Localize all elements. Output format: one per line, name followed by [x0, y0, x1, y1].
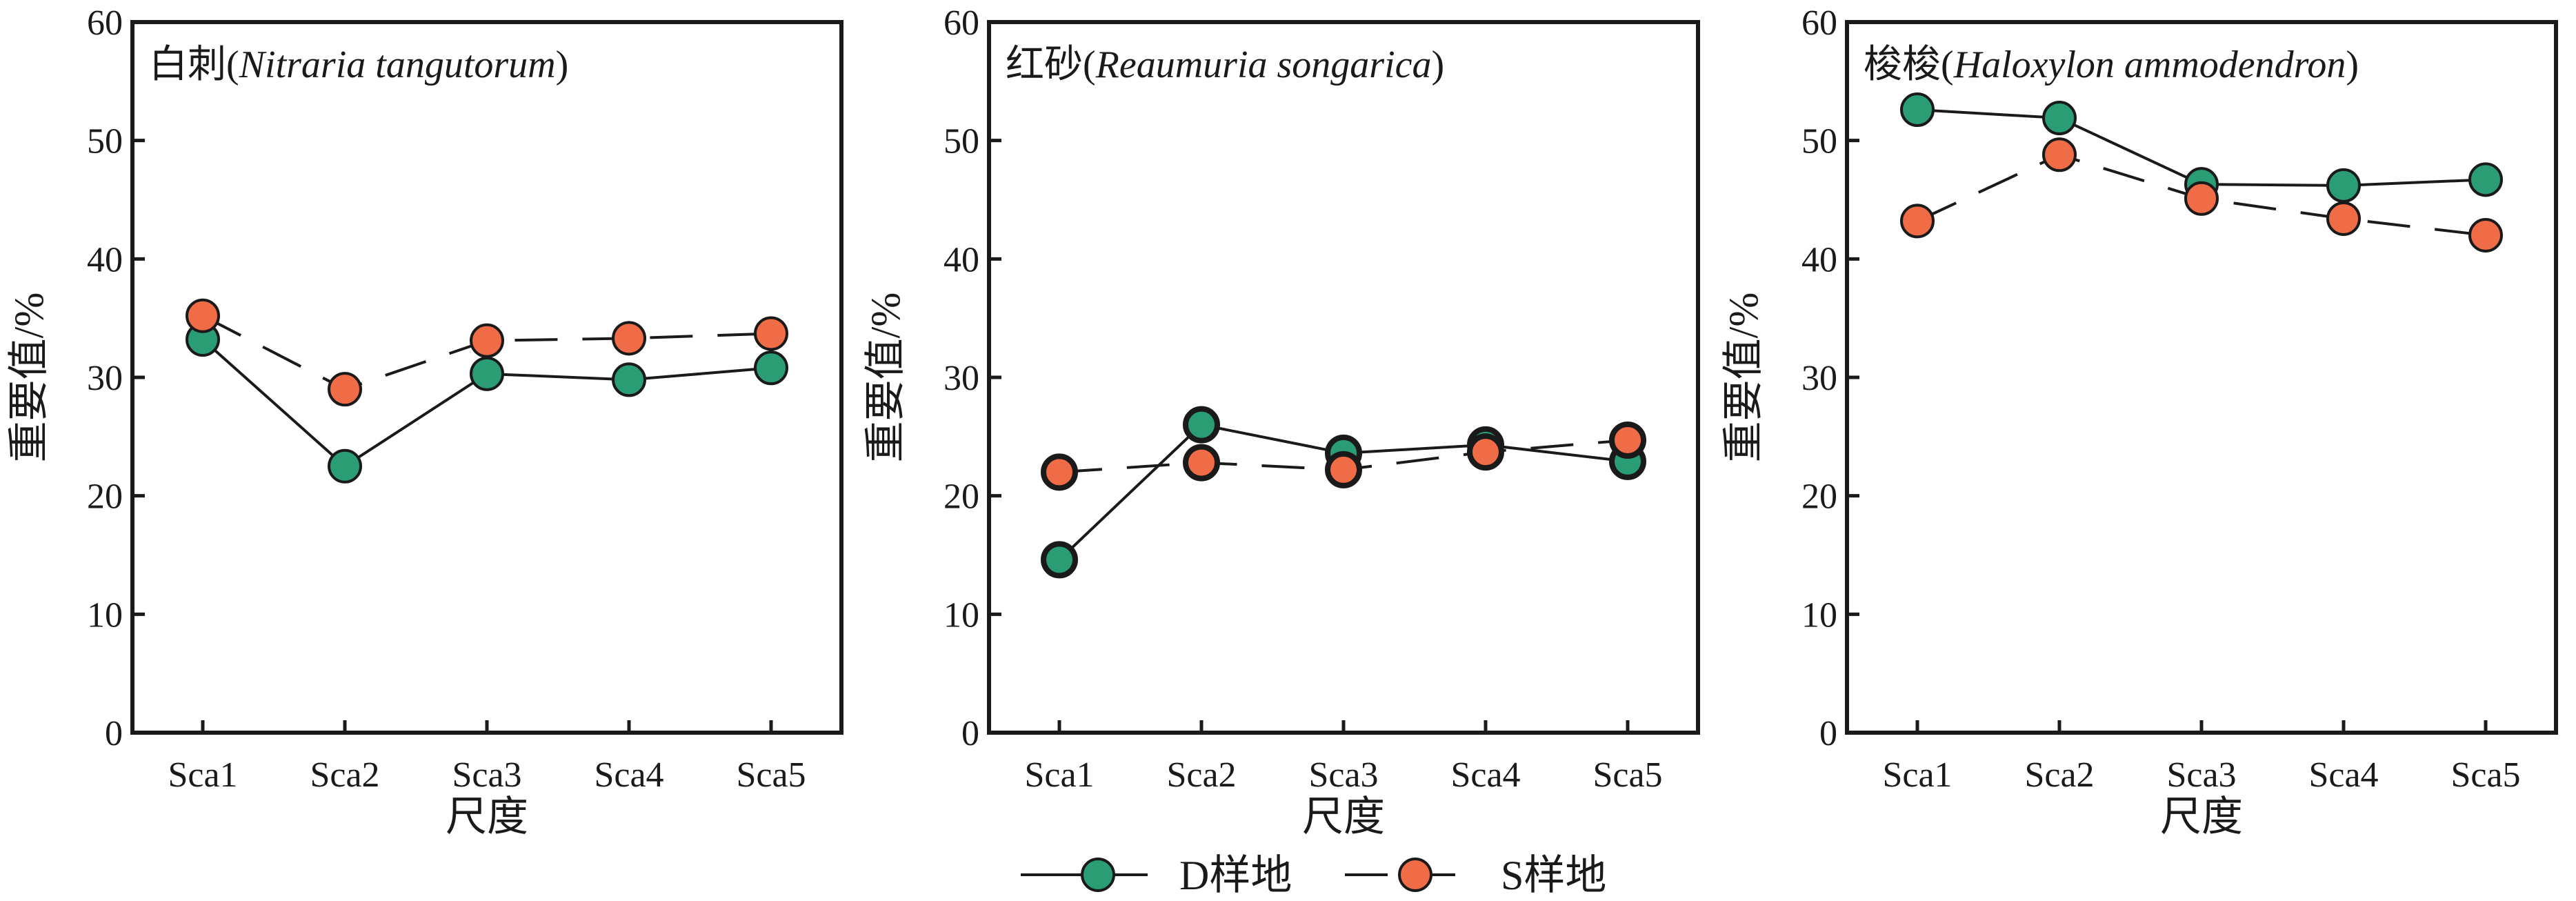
point-S-3	[1325, 450, 1362, 488]
panel-title: 白刺(Nitraria tangutorum)	[149, 43, 568, 86]
y-tick-label: 20	[1801, 477, 1837, 517]
y-tick-label: 60	[1801, 3, 1837, 43]
plot-frame	[1845, 20, 2558, 735]
point-D-5	[754, 350, 788, 386]
point-D-1	[1041, 541, 1078, 579]
x-tick-label: Sca1	[168, 755, 237, 795]
x-axis-label: 尺度	[1302, 794, 1385, 840]
point-S-2	[2042, 137, 2077, 172]
point-S-5	[1609, 421, 1646, 459]
point-S-5	[754, 316, 788, 351]
y-tick-label: 50	[1801, 122, 1837, 161]
y-axis-label: 重要值/%	[1721, 293, 1766, 463]
legend: D样地 S样地	[1021, 853, 1606, 898]
y-tick-label: 20	[87, 477, 123, 517]
point-D-2	[2042, 101, 2077, 136]
point-S-4	[1467, 433, 1504, 471]
x-tick-label: Sca2	[2024, 755, 2094, 795]
legend-label-S: S样地	[1501, 853, 1606, 898]
panel-title-latin: Haloxylon ammodendron	[1953, 43, 2346, 86]
point-S-1	[186, 298, 220, 333]
point-S-5	[2468, 218, 2503, 253]
y-tick-label: 10	[1801, 595, 1837, 635]
x-tick-label: Sca3	[1308, 755, 1378, 795]
panel-title-cn: 红砂(	[1006, 43, 1096, 86]
plot-frame	[987, 20, 1700, 735]
legend-label-D: D样地	[1179, 853, 1292, 898]
y-axis-label: 重要值/%	[6, 293, 52, 463]
panel-title-close: )	[556, 43, 569, 86]
legend-marker-S	[1398, 858, 1432, 892]
panel-title-latin: Nitraria tangutorum	[239, 43, 556, 86]
panel-title-close: )	[2346, 43, 2359, 86]
x-tick-label: Sca4	[2308, 755, 2378, 795]
y-tick-label: 10	[943, 595, 979, 635]
point-S-4	[2326, 201, 2361, 236]
x-tick-label: Sca5	[1592, 755, 1662, 795]
panel-title-close: )	[1432, 43, 1445, 86]
point-S-2	[1183, 444, 1220, 482]
point-D-3	[470, 356, 504, 391]
x-tick-label: Sca4	[1450, 755, 1520, 795]
x-tick-label: Sca3	[2166, 755, 2236, 795]
point-D-2	[328, 448, 362, 484]
point-D-4	[612, 362, 646, 397]
x-tick-label: Sca2	[1166, 755, 1236, 795]
y-tick-label: 0	[1819, 714, 1837, 753]
panel-1: 0 10 20 30 40 50 60 Sca1 Sca2 Sca3 Sca4 Sca5 尺度 重要值/%…	[6, 3, 843, 840]
point-S-1	[1900, 204, 1935, 239]
y-tick-label: 30	[1801, 359, 1837, 398]
x-tick-label: Sca1	[1024, 755, 1094, 795]
y-tick-label: 60	[87, 3, 123, 43]
x-tick-label: Sca3	[452, 755, 521, 795]
panel-title: 梭梭(Haloxylon ammodendron)	[1864, 43, 2359, 86]
panel-2: 0 10 20 30 40 50 60 Sca1 Sca2 Sca3 Sca4 Sca5 尺度 重要值/%…	[863, 3, 1700, 840]
x-tick-label: Sca4	[594, 755, 663, 795]
point-D-1	[1900, 92, 1935, 128]
y-tick-label: 50	[943, 122, 979, 161]
y-tick-label: 10	[87, 595, 123, 635]
x-tick-label: Sca5	[2450, 755, 2520, 795]
panel-title-cn: 梭梭(	[1864, 43, 1954, 86]
point-S-3	[2184, 181, 2219, 216]
y-tick-label: 30	[943, 359, 979, 398]
y-tick-label: 40	[943, 240, 979, 279]
y-tick-label: 0	[105, 714, 123, 753]
point-S-1	[1041, 453, 1078, 491]
y-tick-label: 40	[1801, 240, 1837, 279]
panel-title-cn: 白刺(	[149, 43, 239, 86]
legend-marker-D	[1081, 858, 1115, 892]
point-D-2	[1183, 406, 1220, 444]
point-S-4	[612, 321, 646, 356]
y-tick-label: 0	[961, 714, 979, 753]
y-tick-label: 30	[87, 359, 123, 398]
x-tick-label: Sca1	[1882, 755, 1952, 795]
point-S-3	[470, 323, 504, 358]
point-D-4	[2326, 168, 2361, 203]
x-axis-label: 尺度	[446, 794, 528, 840]
y-axis-label: 重要值/%	[863, 293, 908, 463]
x-tick-label: Sca5	[736, 755, 806, 795]
point-S-2	[328, 372, 362, 407]
x-tick-label: Sca2	[310, 755, 379, 795]
x-axis-label: 尺度	[2160, 794, 2243, 840]
panel-3: 0 10 20 30 40 50 60 Sca1 Sca2 Sca3 Sca4 Sca5 尺度 重要值/%…	[1721, 3, 2558, 840]
y-tick-label: 50	[87, 122, 123, 161]
y-tick-label: 60	[943, 3, 979, 43]
y-tick-label: 40	[87, 240, 123, 279]
panel-title-latin: Reaumuria songarica	[1095, 43, 1432, 86]
y-tick-label: 20	[943, 477, 979, 517]
point-D-5	[2468, 162, 2503, 197]
panel-title: 红砂(Reaumuria songarica)	[1006, 43, 1444, 86]
